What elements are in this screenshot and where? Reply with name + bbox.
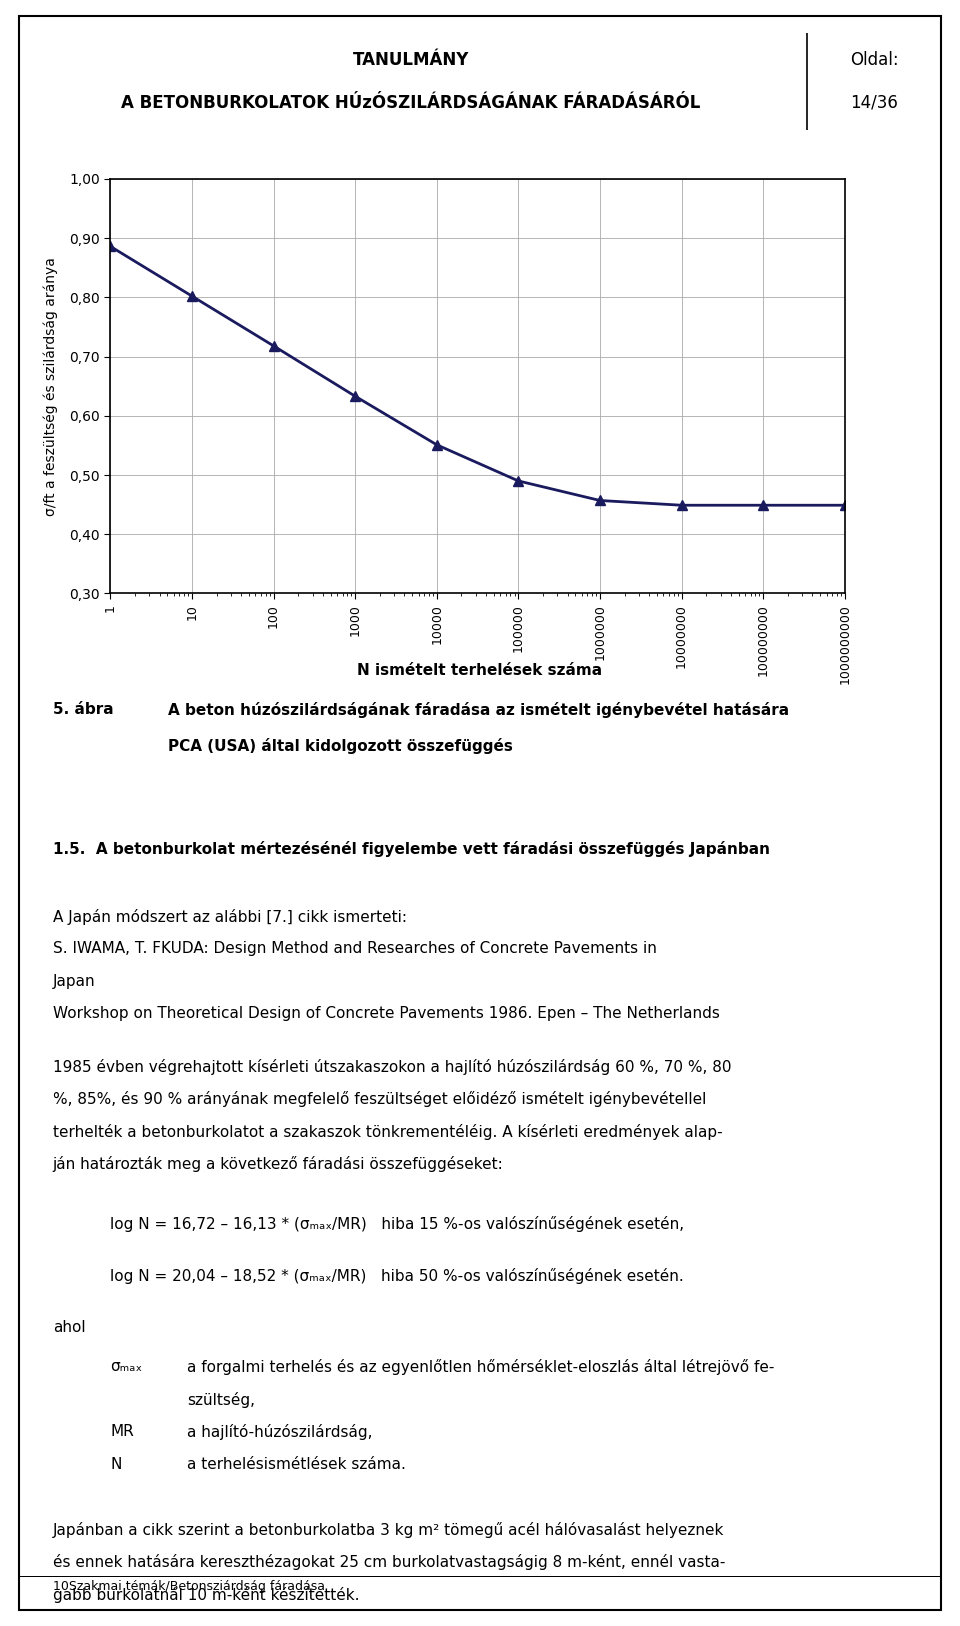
Text: terhelték a betonburkolatot a szakaszok tönkrementéléig. A kísérleti eredmények : terhelték a betonburkolatot a szakaszok … bbox=[53, 1124, 723, 1140]
Text: Japánban a cikk szerint a betonburkolatba 3 kg m² tömegű acél hálóvasalást helye: Japánban a cikk szerint a betonburkolatb… bbox=[53, 1522, 724, 1538]
Text: Oldal:: Oldal: bbox=[851, 50, 899, 68]
Text: N: N bbox=[110, 1457, 122, 1472]
Text: 14/36: 14/36 bbox=[851, 94, 899, 112]
Text: ján határozták meg a következő fáradási összefüggéseket:: ján határozták meg a következő fáradási … bbox=[53, 1156, 504, 1172]
Text: Japan: Japan bbox=[53, 974, 95, 989]
Text: log N = 20,04 – 18,52 * (σₘₐₓ/MR)   hiba 50 %-os valószínűségének esetén.: log N = 20,04 – 18,52 * (σₘₐₓ/MR) hiba 5… bbox=[110, 1268, 684, 1285]
Text: N ismételt terhelések száma: N ismételt terhelések száma bbox=[357, 663, 603, 678]
Text: Workshop on Theoretical Design of Concrete Pavements 1986. Epen – The Netherland: Workshop on Theoretical Design of Concre… bbox=[53, 1006, 720, 1021]
Text: a hajlító-húzószilárdság,: a hajlító-húzószilárdság, bbox=[187, 1424, 372, 1441]
Text: ahol: ahol bbox=[53, 1320, 85, 1335]
Text: a forgalmi terhelés és az egyenlőtlen hőmérséklet-eloszlás által létrejövő fe-: a forgalmi terhelés és az egyenlőtlen hő… bbox=[187, 1359, 775, 1376]
Y-axis label: σ/ft a feszültség és szilárdság aránya: σ/ft a feszültség és szilárdság aránya bbox=[43, 257, 59, 515]
Text: 1.5.  A betonburkolat mértezésénél figyelembe vett fáradási összefüggés Japánban: 1.5. A betonburkolat mértezésénél figyel… bbox=[53, 841, 770, 857]
Text: PCA (USA) által kidolgozott összefüggés: PCA (USA) által kidolgozott összefüggés bbox=[168, 738, 513, 754]
Text: 1985 évben végrehajtott kísérleti útszakaszokon a hajlító húzószilárdság 60 %, 7: 1985 évben végrehajtott kísérleti útszak… bbox=[53, 1059, 732, 1075]
Text: A BETONBURKOLATOK HÚzÓSZILÁRDSÁGÁNAK FÁRADÁSÁRÓL: A BETONBURKOLATOK HÚzÓSZILÁRDSÁGÁNAK FÁR… bbox=[121, 94, 701, 112]
Text: MR: MR bbox=[110, 1424, 134, 1439]
Text: TANULMÁNY: TANULMÁNY bbox=[352, 50, 469, 68]
Text: 10Szakmai témák/Betonsziárdság fáradása: 10Szakmai témák/Betonsziárdság fáradása bbox=[53, 1580, 324, 1593]
Text: szültség,: szültség, bbox=[187, 1392, 255, 1408]
Text: log N = 16,72 – 16,13 * (σₘₐₓ/MR)   hiba 15 %-os valószínűségének esetén,: log N = 16,72 – 16,13 * (σₘₐₓ/MR) hiba 1… bbox=[110, 1216, 684, 1233]
Text: a terhelésismétlések száma.: a terhelésismétlések száma. bbox=[187, 1457, 406, 1472]
Text: %, 85%, és 90 % arányának megfelelő feszültséget előidéző ismételt igénybevétell: %, 85%, és 90 % arányának megfelelő fesz… bbox=[53, 1091, 707, 1107]
Text: gabb burkolatnál 10 m-ként készítették.: gabb burkolatnál 10 m-ként készítették. bbox=[53, 1587, 359, 1603]
Text: 5. ábra: 5. ábra bbox=[53, 702, 113, 717]
Text: S. IWAMA, T. FKUDA: Design Method and Researches of Concrete Pavements in: S. IWAMA, T. FKUDA: Design Method and Re… bbox=[53, 941, 657, 956]
Text: A beton húzószilárdságának fáradása az ismételt igénybevétel hatására: A beton húzószilárdságának fáradása az i… bbox=[168, 702, 789, 719]
Text: és ennek hatására kereszthézagokat 25 cm burkolatvastagságig 8 m-ként, ennél vas: és ennek hatására kereszthézagokat 25 cm… bbox=[53, 1554, 725, 1571]
Text: σₘₐₓ: σₘₐₓ bbox=[110, 1359, 142, 1374]
Text: A Japán módszert az alábbi [7.] cikk ismerteti:: A Japán módszert az alábbi [7.] cikk ism… bbox=[53, 909, 407, 925]
